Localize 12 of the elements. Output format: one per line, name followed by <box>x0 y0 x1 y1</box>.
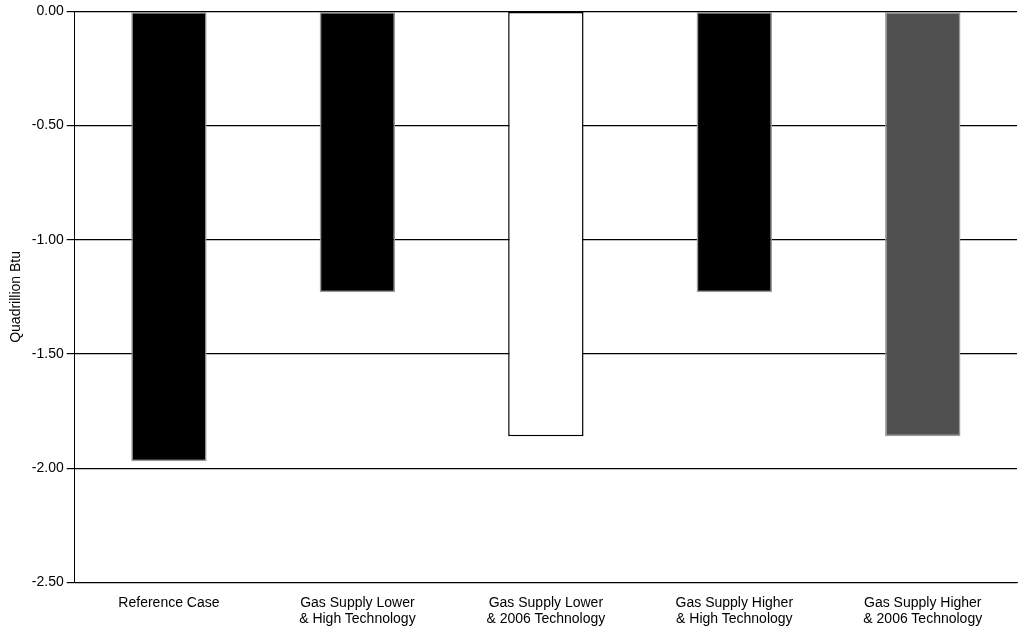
y-tick-label: -0.50 <box>31 116 64 133</box>
y-axis-title: Quadrillion Btu <box>7 250 24 343</box>
x-tick-label: Reference Case <box>118 593 220 610</box>
x-tick-label: Gas Supply Higher & High Technology <box>675 593 794 627</box>
x-tick-label: Gas Supply Lower & High Technology <box>299 593 416 627</box>
x-tick-label: Gas Supply Lower & 2006 Technology <box>486 593 606 627</box>
y-tick-label: -1.50 <box>31 344 64 361</box>
y-tick-label: 0.00 <box>36 2 64 19</box>
y-tick-label: -2.00 <box>31 459 64 476</box>
y-tick-label: -1.00 <box>31 230 64 247</box>
y-tick-label: -2.50 <box>31 573 64 590</box>
x-tick-label: Gas Supply Higher & 2006 Technology <box>863 593 983 627</box>
